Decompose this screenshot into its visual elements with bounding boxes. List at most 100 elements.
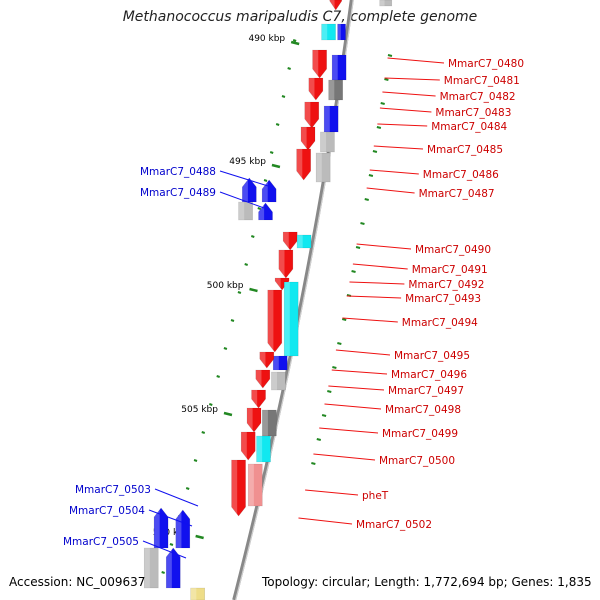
scale-label: 500 kbp <box>207 281 244 291</box>
scale-tick <box>384 78 389 81</box>
gene-forward <box>320 131 335 153</box>
label-leader <box>369 169 419 175</box>
label-leader <box>382 91 436 97</box>
label-leader <box>142 540 187 559</box>
gene-forward-body <box>271 371 286 391</box>
gene-forward <box>256 435 271 463</box>
gene-forward-body <box>312 49 327 79</box>
gene-label-forward: MmarC7_0487 <box>419 188 495 200</box>
gene-forward-body <box>259 351 275 369</box>
label-leader <box>387 57 445 64</box>
gene-forward-body <box>315 152 331 183</box>
scale-tick <box>208 403 213 406</box>
gene-forward <box>308 77 324 101</box>
label-leader <box>148 509 193 527</box>
scale-tick <box>316 438 322 441</box>
gene-forward <box>255 369 271 389</box>
gene-partial-top-gray <box>379 0 393 7</box>
gene-forward <box>323 105 339 133</box>
gene-partial-top <box>329 0 343 11</box>
gene-label-forward: MmarC7_0490 <box>415 244 491 256</box>
scale-tick <box>161 571 165 574</box>
label-leader <box>305 489 359 496</box>
gene-partial-bottom <box>190 587 206 600</box>
map-title: Methanococcus maripaludis C7, complete g… <box>122 9 478 25</box>
scale-tick <box>237 291 242 294</box>
gene-label-forward: MmarC7_0498 <box>385 404 461 416</box>
label-leader <box>342 317 398 323</box>
scale-label: 510 kbp <box>153 528 190 538</box>
scale-tick <box>337 342 342 345</box>
gene-forward <box>304 101 320 129</box>
gene-forward-body <box>262 409 277 437</box>
gene-forward <box>267 289 283 353</box>
label-leader <box>356 243 412 250</box>
gene-reverse <box>165 547 181 589</box>
gene-reverse <box>238 201 253 221</box>
gene-label-forward: pheT <box>362 490 389 502</box>
label-leader <box>219 191 265 209</box>
gene-label-forward: MmarC7_0496 <box>391 369 467 381</box>
gene-forward-body <box>246 407 262 433</box>
gene-label-forward: MmarC7_0480 <box>448 58 524 70</box>
gene-label-reverse: MmarC7_0505 <box>63 536 139 548</box>
gene-partial-blue-body <box>337 23 346 41</box>
gene-label-reverse: MmarC7_0504 <box>69 505 145 517</box>
scale-tick <box>216 375 221 378</box>
scale-major-tick <box>195 534 204 540</box>
scale-tick <box>230 319 235 322</box>
scale-label: 495 kbp <box>229 157 266 167</box>
gene-partial-blue <box>337 23 346 41</box>
gene-partial-top-body <box>329 0 343 11</box>
scale-tick <box>223 347 228 350</box>
scale-tick <box>355 246 361 249</box>
scale-tick <box>387 54 393 57</box>
gene-forward <box>251 389 266 409</box>
gene-reverse-body <box>143 547 159 589</box>
scale-tick <box>201 431 206 434</box>
gene-partial-cyan-body <box>321 23 336 41</box>
gene-forward <box>296 148 311 181</box>
gene-label-reverse: MmarC7_0489 <box>140 187 216 199</box>
label-leader <box>352 263 408 270</box>
gene-partial-cyan <box>321 23 336 41</box>
scale-major-tick <box>249 287 258 293</box>
scale-tick <box>287 67 291 70</box>
label-leader <box>324 403 382 410</box>
gene-forward-body <box>331 54 347 81</box>
gene-label-forward: MmarC7_0481 <box>444 75 520 87</box>
scale-tick <box>275 123 280 126</box>
gene-forward <box>271 371 286 391</box>
gene-forward <box>231 459 246 517</box>
label-leader <box>298 517 353 525</box>
scale-major-tick <box>223 411 233 417</box>
scale-tick <box>360 222 365 225</box>
gene-label-forward: MmarC7_0482 <box>440 91 516 103</box>
gene-label-reverse: MmarC7_0503 <box>75 484 151 496</box>
gene-forward <box>283 281 299 357</box>
gene-reverse <box>258 202 273 221</box>
accession-label: Accession: NC_009637 <box>9 575 146 589</box>
gene-forward-body <box>300 126 316 151</box>
label-leader <box>349 281 405 285</box>
scale-tick <box>351 270 356 273</box>
gene-label-forward: MmarC7_0502 <box>356 519 432 531</box>
scale-tick <box>250 235 255 238</box>
label-leader <box>331 369 388 375</box>
gene-label-forward: MmarC7_0483 <box>435 107 511 119</box>
gene-label-forward: MmarC7_0485 <box>427 144 503 156</box>
scale-tick <box>257 207 262 210</box>
gene-label-forward: MmarC7_0494 <box>402 317 478 329</box>
gene-forward <box>331 54 347 81</box>
gene-label-forward: MmarC7_0499 <box>382 428 458 440</box>
gene-reverse-body <box>175 509 191 549</box>
gene-forward-body <box>272 355 288 371</box>
scale-tick <box>364 198 369 201</box>
gene-forward-body <box>267 289 283 353</box>
gene-forward-body <box>256 435 271 463</box>
scale-tick <box>269 151 274 154</box>
gene-forward <box>300 126 316 151</box>
scale-tick <box>372 150 378 153</box>
label-leader <box>313 453 376 461</box>
